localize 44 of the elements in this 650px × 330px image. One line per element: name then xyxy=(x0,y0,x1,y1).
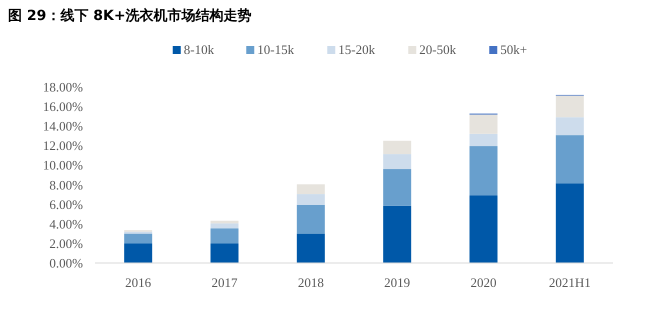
y-tick-label: 16.00% xyxy=(42,99,84,114)
bar xyxy=(124,234,152,244)
x-tick-label: 2016 xyxy=(125,275,152,290)
bar xyxy=(296,234,325,263)
x-tick-label: 2017 xyxy=(212,275,238,290)
chart-title: 图 29：线下 8K+洗衣机市场结构走势 xyxy=(8,7,252,24)
x-tick-label: 2021H1 xyxy=(548,275,591,290)
bar xyxy=(296,204,325,234)
y-tick-label: 0.00% xyxy=(49,256,84,270)
x-tick-label: 2018 xyxy=(298,275,324,290)
bar xyxy=(124,243,152,263)
legend-label: 8-10k xyxy=(184,42,215,57)
bar xyxy=(556,183,584,263)
bar xyxy=(556,135,584,184)
y-tick-label: 4.00% xyxy=(49,216,84,232)
bar xyxy=(383,206,412,263)
y-tick-label: 2.00% xyxy=(49,236,84,251)
bar xyxy=(470,114,498,134)
bar xyxy=(210,243,238,263)
bar xyxy=(470,195,498,263)
bar xyxy=(470,134,498,146)
legend-label: 15-20k xyxy=(338,42,376,57)
bar xyxy=(383,169,412,206)
y-tick-label: 6.00% xyxy=(49,196,84,212)
bar xyxy=(296,194,325,205)
legend-label: 20-50k xyxy=(419,42,457,57)
x-tick-label: 2019 xyxy=(384,275,410,290)
bar xyxy=(296,184,325,194)
y-tick-label: 14.00% xyxy=(42,118,84,134)
y-tick-label: 10.00% xyxy=(42,158,84,173)
bar xyxy=(210,220,238,224)
legend-label: 50k+ xyxy=(500,42,528,57)
bar xyxy=(210,223,238,228)
bar xyxy=(556,96,584,118)
y-tick-label: 12.00% xyxy=(42,138,84,154)
bar xyxy=(470,146,498,196)
legend-label: 10-15k xyxy=(257,42,295,57)
y-tick-label: 8.00% xyxy=(49,177,84,192)
bar xyxy=(556,117,584,136)
y-tick-label: 18.00% xyxy=(42,80,84,94)
bar xyxy=(210,228,238,244)
bar xyxy=(383,154,412,170)
bar xyxy=(383,140,412,154)
x-tick-label: 2020 xyxy=(470,275,496,290)
